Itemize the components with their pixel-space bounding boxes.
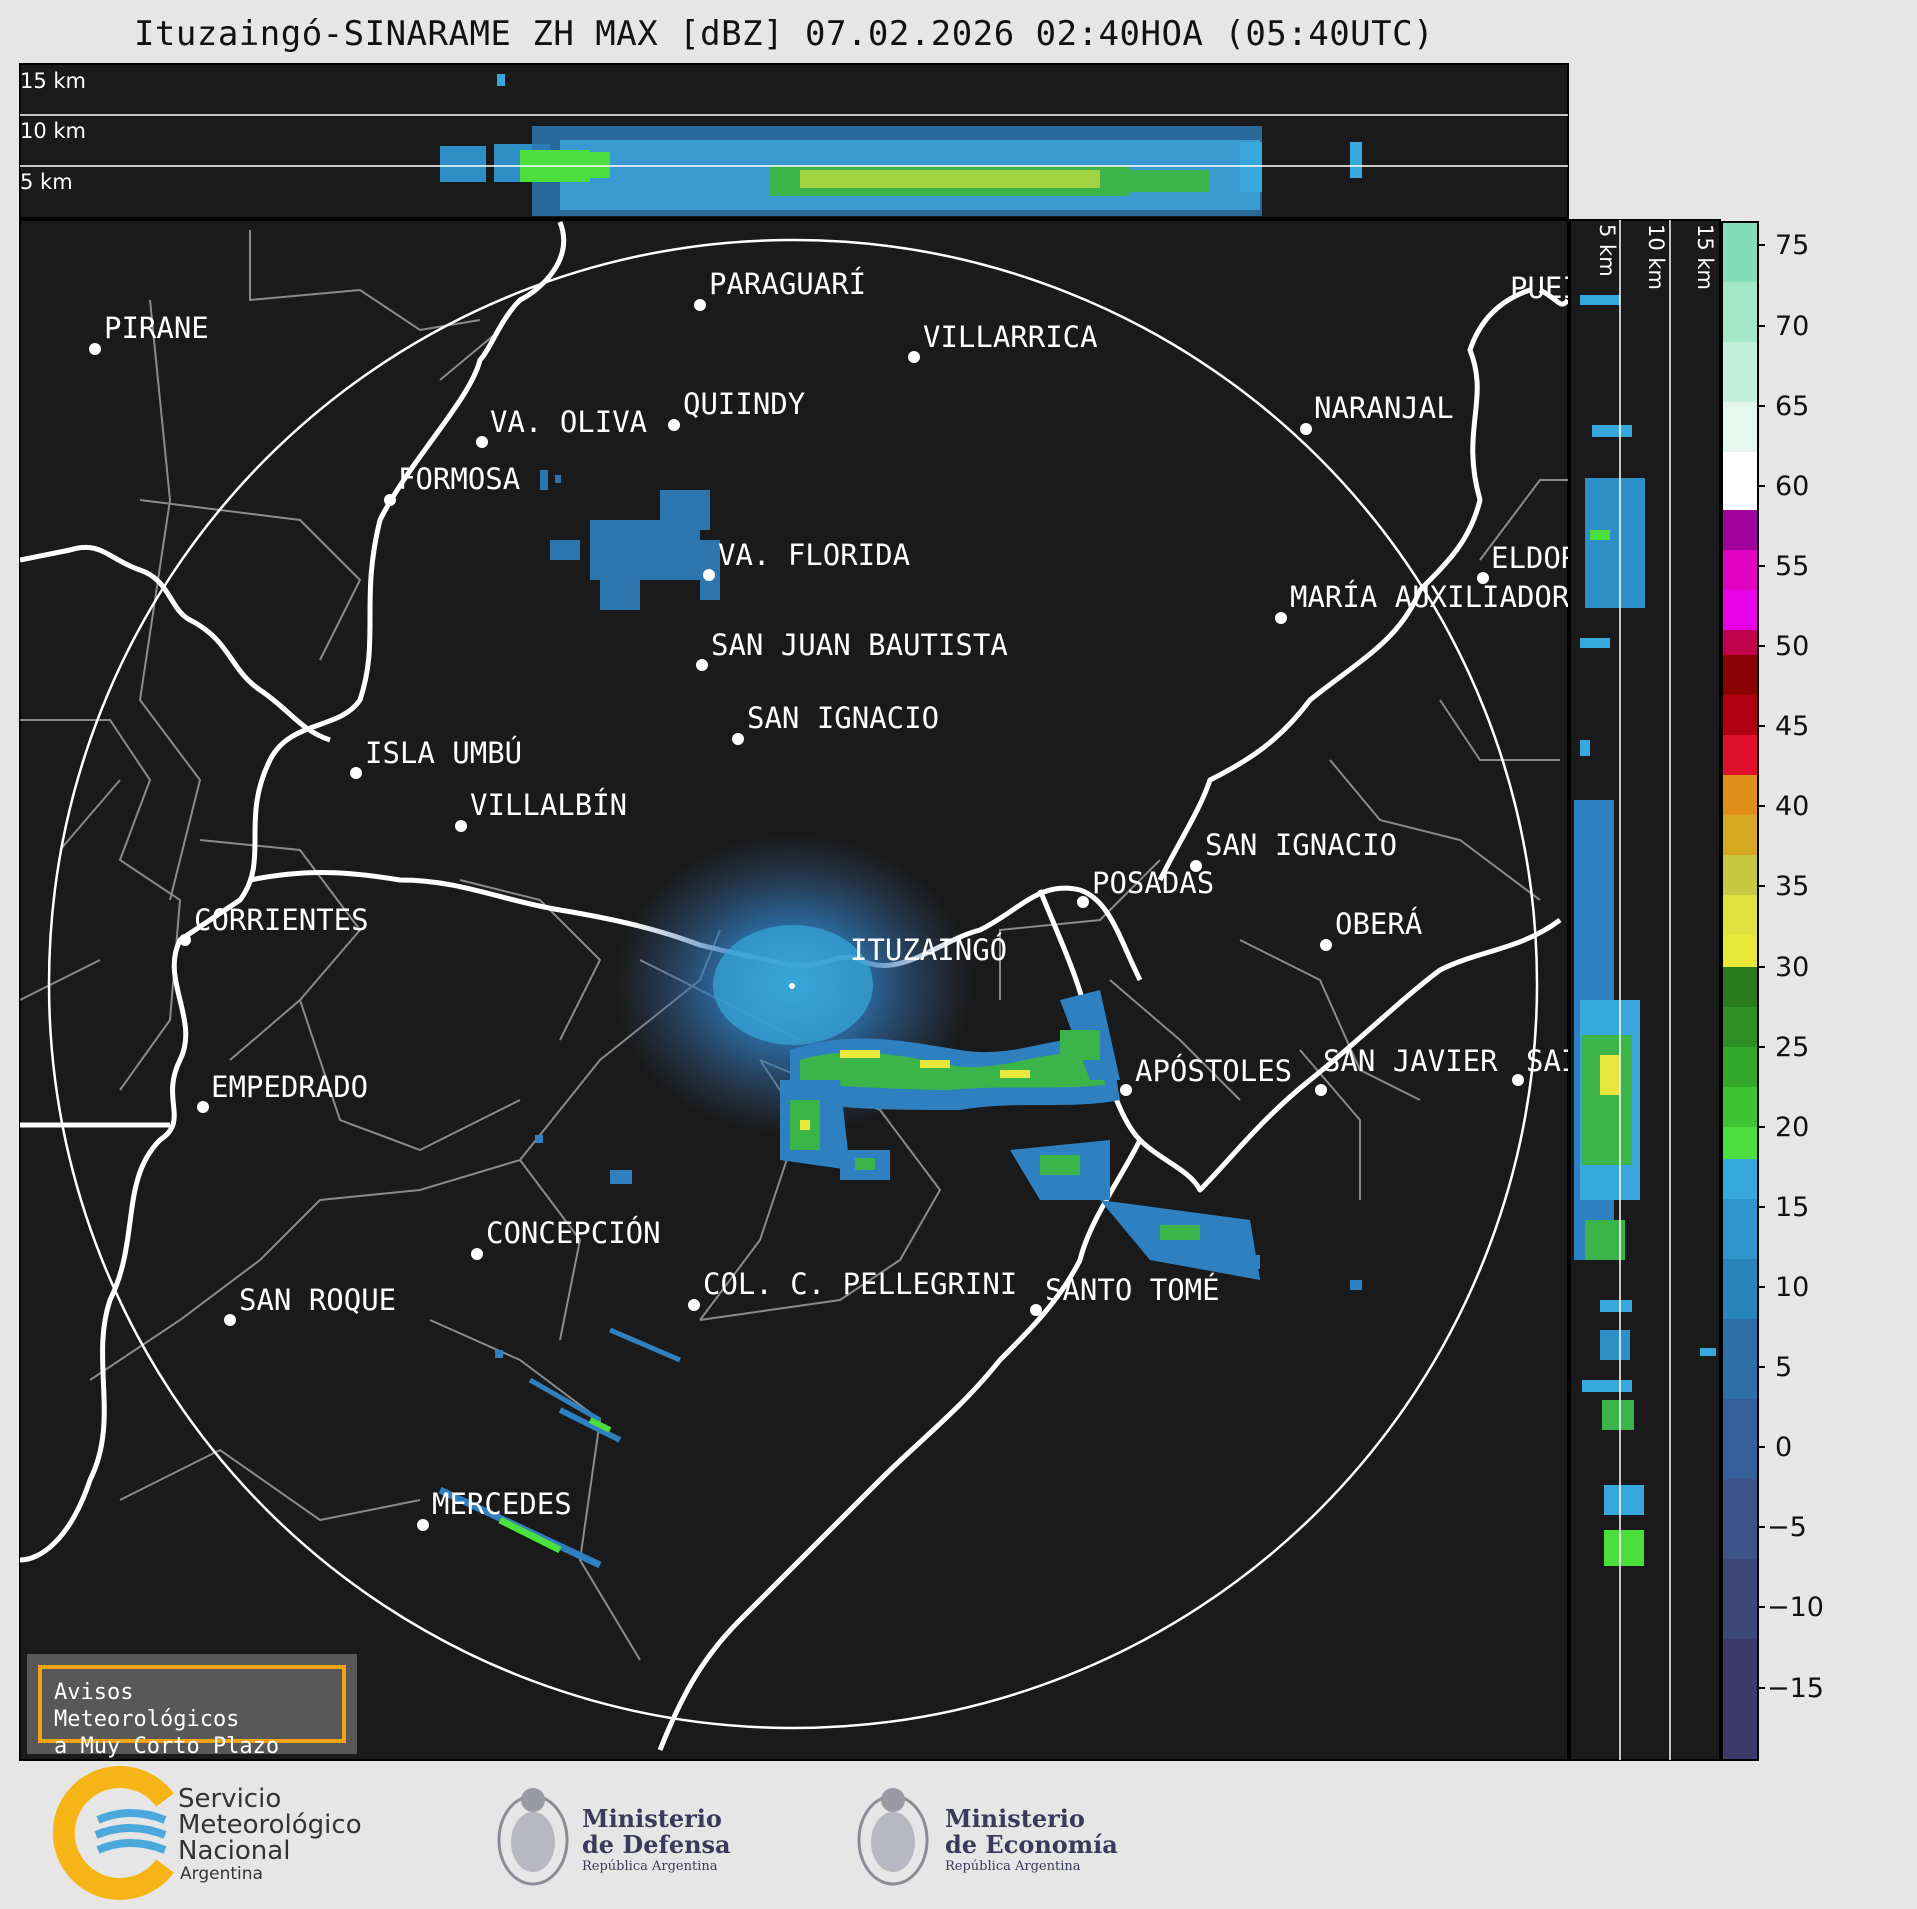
colorbar-tick: 30 [1775,952,1809,983]
smn-logo-mark [52,1766,174,1900]
city-label-mercedes: MERCEDES [432,1487,572,1521]
colorbar-tick: 65 [1775,391,1809,422]
top-height-label-5: 5 km [20,170,73,194]
city-label-col-c-pellegrini: COL. C. PELLEGRINI [703,1267,1017,1301]
economia-logo-line-1: Ministerio [945,1804,1085,1833]
colorbar-tick: 75 [1775,230,1809,261]
city-label-san-juan-bautista: SAN JUAN BAUTISTA [711,628,1008,662]
chart-title: Ituzaingó-SINARAME ZH MAX [dBZ] 07.02.20… [133,14,1435,54]
city-label-san-pedro-partial: SAI [1526,1044,1578,1078]
colorbar-tick: −15 [1767,1673,1824,1704]
city-label-santo-tome: SANTO TOMÉ [1045,1273,1220,1307]
radar-site-label: ITUZAINGÓ [850,933,1007,967]
city-label-va-oliva: VA. OLIVA [490,405,647,439]
city-label-empedrado: EMPEDRADO [211,1070,368,1104]
defensa-seal-icon [497,1788,569,1886]
city-label-posadas: POSADAS [1092,866,1214,900]
top-height-label-15: 15 km [20,69,86,93]
city-label-corrientes: CORRIENTES [194,903,369,937]
colorbar-tick: 55 [1775,551,1809,582]
defensa-logo-line-1: Ministerio [582,1804,722,1833]
range-ring [47,238,1539,1730]
city-label-apostoles: APÓSTOLES [1135,1054,1292,1088]
storm-bands-south [438,1135,681,1569]
radar-map-panel: PIRANE PARAGUARÍ VILLARRICA VA. OLIVA QU… [19,219,1580,1761]
city-label-san-ignacio-ar: SAN IGNACIO [1205,828,1397,862]
colorbar-tick: 20 [1775,1112,1809,1143]
colorbar-tick: 60 [1775,471,1809,502]
smn-logo-line-3: Nacional [178,1836,291,1866]
warning-line-1: Avisos Meteorológicos [54,1680,240,1732]
top-cross-section-panel: 15 km 10 km 5 km [19,63,1569,219]
side-height-label-15: 15 km [1693,224,1717,290]
smn-logo-line-1: Servicio [178,1784,282,1814]
side-height-label-10: 10 km [1644,224,1668,290]
city-label-eldorado: ELDOR [1491,541,1579,575]
city-label-paraguari: PARAGUARÍ [709,267,866,301]
colorbar-tick: −5 [1767,1512,1807,1543]
city-label-maria-auxiliadora: MARÍA AUXILIADOR [1290,580,1570,614]
city-markers [89,299,1524,1531]
economia-logo-line-2: de Economía [945,1830,1118,1859]
city-label-obera: OBERÁ [1335,907,1422,941]
city-label-isla-umbu: ISLA UMBÚ [365,736,522,770]
city-label-formosa: FORMOSA [398,462,520,496]
top-height-label-10: 10 km [20,119,86,143]
admin-borders [20,230,1568,1661]
city-label-quiindy: QUIINDY [683,387,805,421]
radar-echoes [438,470,1362,1569]
defensa-logo: Ministerio de Defensa República Argentin… [582,1806,731,1876]
city-label-san-ignacio-py: SAN IGNACIO [747,701,939,735]
city-labels: PIRANE PARAGUARÍ VILLARRICA VA. OLIVA QU… [104,267,1580,1521]
economia-seal-icon [857,1788,929,1886]
side-cross-section-panel: 5 km 10 km 15 km [1569,219,1721,1761]
defensa-logo-line-2: de Defensa [582,1830,731,1859]
colorbar: 75 70 65 60 55 50 45 40 35 30 25 20 15 1… [1721,221,1824,1761]
city-label-va-florida: VA. FLORIDA [718,538,910,572]
city-label-puerto-partial: PUEI [1510,271,1580,305]
storm-line-central [780,990,1120,1180]
city-label-pirane: PIRANE [104,311,209,345]
smn-logo-line-2: Meteorológico [178,1810,362,1840]
colorbar-tick: 15 [1775,1192,1809,1223]
economia-logo-line-3: República Argentina [945,1859,1081,1874]
colorbar-tick: 5 [1775,1352,1792,1383]
side-panel-echoes [1574,295,1716,1566]
colorbar-tick: −10 [1767,1592,1824,1623]
city-label-concepcion: CONCEPCIÓN [486,1216,661,1250]
city-label-naranjal: NARANJAL [1314,391,1454,425]
colorbar-tick: 10 [1775,1272,1809,1303]
colorbar-tick: 45 [1775,711,1809,742]
colorbar-tick: 70 [1775,311,1809,342]
city-label-villalbin: VILLALBÍN [470,788,627,822]
city-label-san-javier: SAN JAVIER [1323,1044,1498,1078]
defensa-logo-line-3: República Argentina [582,1859,718,1874]
economia-logo: Ministerio de Economía República Argenti… [945,1806,1118,1876]
country-borders [20,221,1568,1751]
top-panel-echoes [440,74,1362,216]
colorbar-tick: 35 [1775,871,1809,902]
colorbar-tick: 40 [1775,791,1809,822]
city-label-villarrica: VILLARRICA [923,320,1098,354]
colorbar-tick: 25 [1775,1032,1809,1063]
city-label-san-roque: SAN ROQUE [239,1283,396,1317]
colorbar-tick: 0 [1775,1432,1792,1463]
colorbar-tick: 50 [1775,631,1809,662]
warning-line-2: a Muy Corto Plazo [54,1734,280,1759]
warning-box-frame: Avisos Meteorológicos a Muy Corto Plazo [38,1665,346,1759]
smn-logo: Servicio Meteorológico Nacional Argentin… [178,1786,362,1884]
side-height-label-5: 5 km [1595,224,1619,277]
warning-box: Avisos Meteorológicos a Muy Corto Plazo [27,1654,357,1759]
smn-logo-line-4: Argentina [180,1864,263,1884]
storm-cells-southeast [1010,1140,1362,1290]
